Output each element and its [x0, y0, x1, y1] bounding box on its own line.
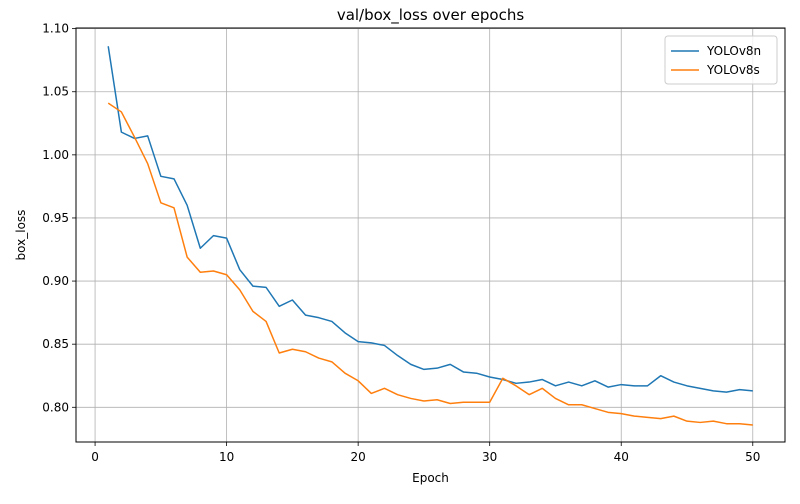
x-tick-label: 40: [614, 450, 629, 464]
series-line-yolov8n: [107, 46, 753, 393]
x-tick-label: 0: [91, 450, 99, 464]
y-axis-label: box_loss: [14, 210, 28, 261]
series-line-yolov8s: [107, 102, 753, 426]
y-tick-label: 0.80: [42, 400, 69, 414]
y-tick-label: 0.95: [42, 211, 69, 225]
legend: YOLOv8n YOLOv8s: [664, 35, 778, 85]
grid: [76, 28, 785, 442]
x-tick-label: 30: [482, 450, 497, 464]
y-tick-label: 1.00: [42, 148, 69, 162]
y-tick-label: 1.05: [42, 85, 69, 99]
x-tick-label: 10: [219, 450, 234, 464]
y-tick-label: 1.10: [42, 22, 69, 36]
x-tick-label: 20: [351, 450, 366, 464]
x-axis-label: Epoch: [412, 471, 449, 485]
y-tick-label: 0.85: [42, 337, 69, 351]
legend-box: [664, 35, 778, 85]
legend-label: YOLOv8s: [706, 63, 760, 77]
x-tick-label: 50: [745, 450, 760, 464]
chart-title: val/box_loss over epochs: [337, 6, 525, 25]
axis-ticks: 0 10 20 30 40 50 0.80 0.85 0.90 0.95 1.00 1.05 1.10: [42, 22, 760, 464]
plot-frame: [75, 27, 786, 443]
legend-label: YOLOv8n: [706, 44, 761, 58]
series-lines: [107, 46, 753, 426]
y-tick-label: 0.90: [42, 274, 69, 288]
